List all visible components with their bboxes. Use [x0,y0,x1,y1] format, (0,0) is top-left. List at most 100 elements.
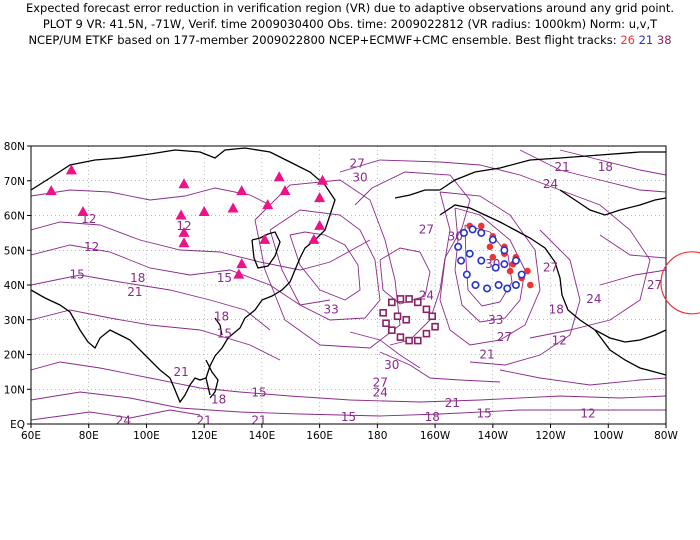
lat-tick-label: 30N [4,315,25,327]
contour-line [339,159,651,339]
title-line-3-text: NCEP/UM ETKF based on 177-member 2009022… [28,33,617,47]
track-21-marker [511,256,520,265]
contour-label: 12 [176,219,191,233]
contour-line [31,244,331,306]
track-21-marker [503,284,512,293]
observation-triangle [262,199,274,210]
contour-line [454,207,526,323]
contour-line [599,234,666,259]
contour-line [499,369,666,386]
track-38-marker [428,312,437,321]
observation-triangle [175,209,187,220]
lat-tick-label: 50N [4,245,25,257]
observation-triangle [233,268,245,279]
track-21-marker [488,235,497,244]
lat-tick-label: 10N [4,384,25,396]
contour-line [289,231,361,301]
track-26-marker [524,267,531,275]
contour-line [379,247,431,305]
track-38-marker [402,315,411,324]
title-line-2: PLOT 9 VR: 41.5N, -71W, Verif. time 2009… [42,17,658,31]
track-21-marker [471,280,480,289]
contour-label: 15 [251,386,266,400]
coastline [31,147,336,396]
lon-tick-label: 140E [249,430,276,442]
track-38-marker [382,319,390,328]
track-38-marker [413,336,422,345]
contour-label: 33 [488,313,503,327]
contour-label: 18 [130,271,145,285]
contour-label: 15 [70,268,85,282]
lon-tick-label: 180 [367,430,387,442]
lon-tick-label: 120W [535,430,566,442]
contour-label: 21 [251,414,266,428]
track-26-marker [489,253,497,261]
track-38-label: 38 [656,33,672,47]
contour-label: 18 [214,309,229,323]
contour-line [599,269,666,286]
track-26-label: 26 [620,33,635,47]
lon-tick-label: 80W [654,430,678,442]
track-26-marker [506,267,514,275]
contour-label: 27 [543,261,558,275]
contour-label: 27 [419,222,434,236]
observation-triangle [236,258,248,269]
contour-label: 18 [211,393,226,407]
lon-tick-label: 140W [478,430,509,442]
track-26-marker [486,243,494,251]
contour-line [31,221,371,271]
observation-triangles [45,164,329,279]
coastline [439,204,666,343]
track-21-marker [491,263,500,272]
track-26-marker [527,281,534,289]
track-21-marker [468,225,477,234]
contour-label: 21 [445,396,460,410]
lat-tick-label: EQ [10,419,25,431]
lon-tick-label: 160E [306,430,333,442]
observation-triangle [314,219,326,230]
track-21-marker [477,228,486,237]
lat-tick-label: 60N [4,211,25,223]
track-38-marker [387,326,396,334]
contour-line [469,229,581,366]
track-21-marker [494,280,503,289]
contour-label: 30 [384,358,399,372]
flight-tracks [379,222,534,345]
observation-triangle [279,185,291,196]
axis-ticks: 60E 80E 100E 120E 140E 160E 180 160W 140W 120W 100… [4,141,679,442]
coastline [205,359,219,399]
contour-label: 24 [419,288,434,302]
track-38-marker [405,336,413,345]
contour-label: 27 [350,156,365,170]
title-line-1: Expected forecast error reduction in ver… [25,1,675,15]
track-21-marker [517,270,526,279]
contour-line [354,171,471,346]
track-38-marker [393,312,402,321]
track-38-marker [413,298,422,307]
coastline [559,189,666,216]
track-38-marker [422,305,431,314]
contour-line [519,149,666,193]
contour-label: 12 [84,240,99,254]
observation-triangle [273,171,285,182]
contour-label: 15 [341,410,356,424]
contour-line [269,209,381,321]
lon-tick-label: 120E [191,430,218,442]
contour-line [31,391,666,417]
coastline [214,317,223,336]
observation-triangle [308,233,320,244]
contour-label: 21 [173,365,188,379]
track-21-marker [477,256,486,265]
contour-line [31,274,271,331]
track-38-marker [396,295,405,303]
contour-label: 12 [552,334,567,348]
track-38-marker [422,329,431,338]
observation-triangle [45,185,57,196]
observation-triangle [236,185,248,196]
observation-triangle [178,237,190,248]
contour-label: 27 [647,278,662,292]
lat-tick-label: 20N [4,350,25,362]
track-21-marker [483,284,492,293]
track-38-marker [431,322,439,331]
